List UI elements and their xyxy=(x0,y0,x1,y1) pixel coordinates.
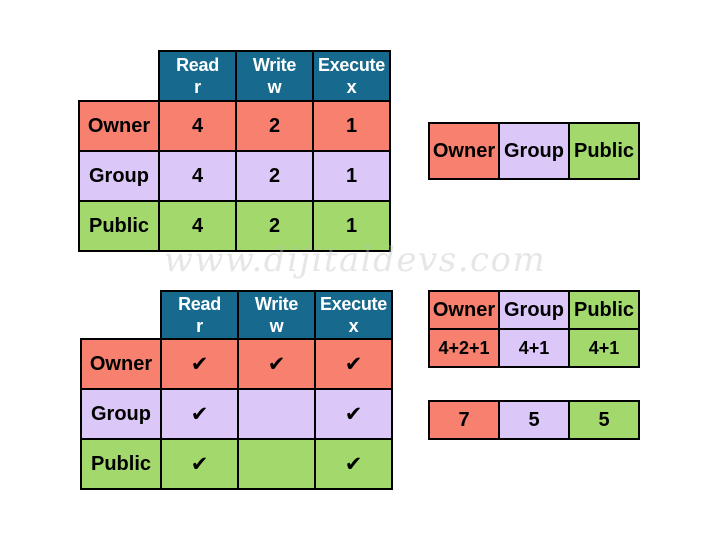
sum-public-value: 4+1 xyxy=(568,328,640,368)
row-label-public: Public xyxy=(78,200,160,252)
owner-read-value: 4 xyxy=(158,100,237,152)
public-read-value: 4 xyxy=(158,200,237,252)
row-label-owner: Owner xyxy=(80,338,162,390)
row-label-group: Group xyxy=(78,150,160,202)
numeric-permission-table: Read r Write w Execute x Owner 4 2 1 Gro… xyxy=(78,50,391,252)
check-header-row: Read r Write w Execute x xyxy=(81,290,393,340)
owner-read-check: ✔ xyxy=(160,338,239,390)
public-write-check xyxy=(237,438,316,490)
column-header-execute: Execute x xyxy=(312,50,391,102)
group-read-value: 4 xyxy=(158,150,237,202)
header-line: x xyxy=(348,316,359,336)
owner-execute-check: ✔ xyxy=(314,338,393,390)
header-line: Execute xyxy=(318,54,385,75)
sum-header-group: Group xyxy=(498,290,570,330)
column-header-execute: Execute x xyxy=(314,290,393,340)
numeric-row-owner: Owner 4 2 1 xyxy=(78,100,391,152)
result-owner-value: 7 xyxy=(428,400,500,440)
header-line: Write xyxy=(254,293,299,314)
check-row-public: Public ✔ ✔ xyxy=(80,438,393,490)
group-execute-check: ✔ xyxy=(314,388,393,440)
owner-write-check: ✔ xyxy=(237,338,316,390)
result-public-value: 5 xyxy=(568,400,640,440)
entity-group-cell: Group xyxy=(498,122,570,180)
sum-expression-table: Owner Group Public 4+2+1 4+1 4+1 xyxy=(428,290,640,368)
entity-owner-cell: Owner xyxy=(428,122,500,180)
result-group-value: 5 xyxy=(498,400,570,440)
entity-public-cell: Public xyxy=(568,122,640,180)
sum-header-row: Owner Group Public xyxy=(428,290,640,330)
check-row-owner: Owner ✔ ✔ ✔ xyxy=(80,338,393,390)
entity-strip-row: Owner Group Public xyxy=(428,122,640,180)
group-write-value: 2 xyxy=(235,150,314,202)
sum-group-value: 4+1 xyxy=(498,328,570,368)
public-write-value: 2 xyxy=(235,200,314,252)
header-line: w xyxy=(269,316,284,336)
octal-result-strip: 7 5 5 xyxy=(428,400,640,440)
header-line: Execute xyxy=(320,293,387,314)
owner-execute-value: 1 xyxy=(312,100,391,152)
row-label-group: Group xyxy=(80,388,162,440)
header-line: w xyxy=(267,77,282,97)
sum-header-public: Public xyxy=(568,290,640,330)
row-label-owner: Owner xyxy=(78,100,160,152)
column-header-write: Write w xyxy=(235,50,314,102)
group-execute-value: 1 xyxy=(312,150,391,202)
header-line: Write xyxy=(252,54,297,75)
public-execute-check: ✔ xyxy=(314,438,393,490)
check-row-group: Group ✔ ✔ xyxy=(80,388,393,440)
column-header-read: Read r xyxy=(158,50,237,102)
numeric-header-row: Read r Write w Execute x xyxy=(79,50,391,102)
header-line: Read xyxy=(176,54,219,75)
header-line: x xyxy=(346,77,357,97)
sum-header-owner: Owner xyxy=(428,290,500,330)
entity-strip-table: Owner Group Public xyxy=(428,122,640,180)
group-read-check: ✔ xyxy=(160,388,239,440)
public-execute-value: 1 xyxy=(312,200,391,252)
result-row: 7 5 5 xyxy=(428,400,640,440)
check-permission-table: Read r Write w Execute x Owner ✔ ✔ ✔ Gro… xyxy=(80,290,393,490)
header-line: r xyxy=(194,77,201,97)
header-line: Read xyxy=(178,293,221,314)
group-write-check xyxy=(237,388,316,440)
corner-spacer xyxy=(79,51,159,101)
owner-write-value: 2 xyxy=(235,100,314,152)
column-header-write: Write w xyxy=(237,290,316,340)
corner-spacer xyxy=(81,291,161,339)
sum-owner-value: 4+2+1 xyxy=(428,328,500,368)
header-line: r xyxy=(196,316,203,336)
public-read-check: ✔ xyxy=(160,438,239,490)
row-label-public: Public xyxy=(80,438,162,490)
numeric-row-group: Group 4 2 1 xyxy=(78,150,391,202)
sum-values-row: 4+2+1 4+1 4+1 xyxy=(428,328,640,368)
numeric-row-public: Public 4 2 1 xyxy=(78,200,391,252)
column-header-read: Read r xyxy=(160,290,239,340)
